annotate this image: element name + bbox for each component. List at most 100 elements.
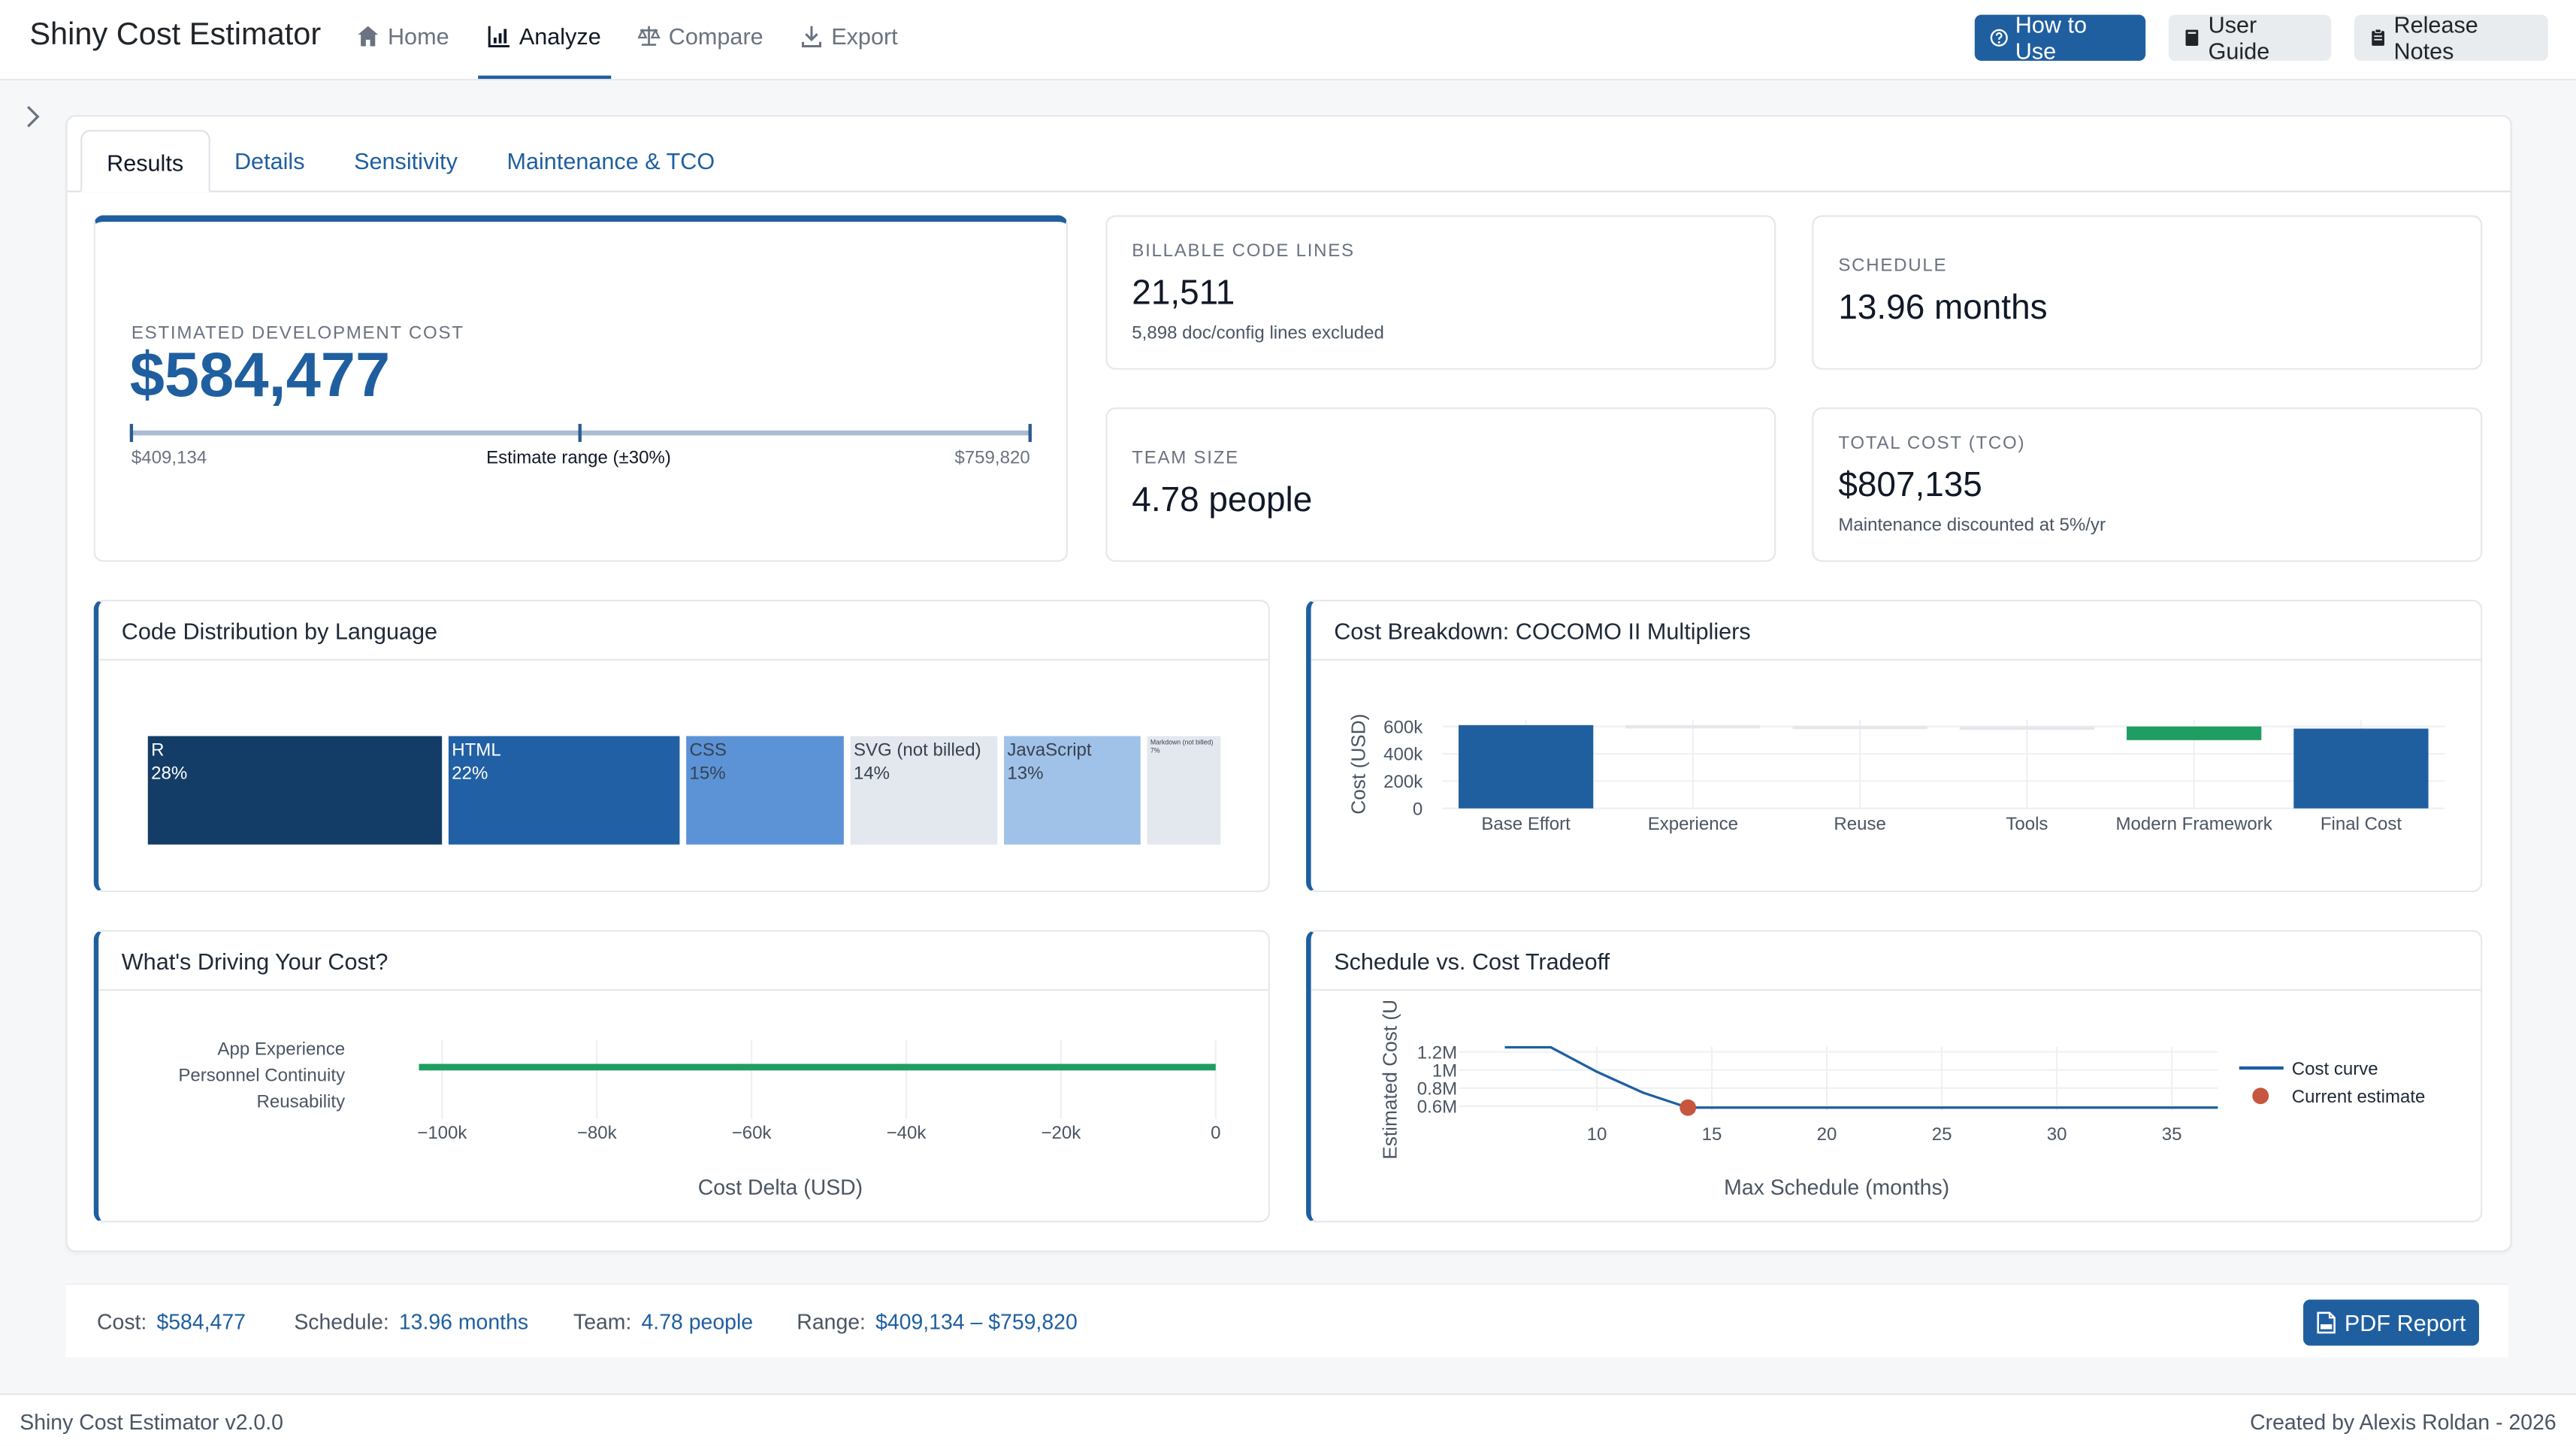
tco-note: Maintenance discounted at 5%/yr [1838, 516, 2106, 536]
nav-analyze-label: Analyze [519, 23, 601, 50]
team-size-card: TEAM SIZE 4.78 people [1105, 407, 1776, 562]
results-card: Results Details Sensitivity Maintenance … [65, 115, 2512, 1252]
treemap-cell-4 [1004, 736, 1141, 845]
y-tick-label: Reusability [257, 1091, 346, 1112]
x-tick-label: −40k [887, 1123, 927, 1143]
nav-export[interactable]: Export [800, 23, 898, 50]
y-tick-label: 1.2M [1417, 1042, 1457, 1063]
schedule-value: 13.96 months [1838, 289, 2048, 328]
nav-home[interactable]: Home [356, 23, 449, 50]
estimate-range-bar [129, 424, 1032, 443]
summary-range-value: $409,134 – $759,820 [875, 1309, 1078, 1335]
summary-cost: Cost: $584,477 [97, 1309, 246, 1334]
nav-analyze[interactable]: Analyze [478, 23, 611, 79]
treemap-percent: 28% [151, 763, 187, 783]
code-lines-value: 21,511 [1132, 274, 1235, 313]
code-lines-label: BILLABLE CODE LINES [1132, 241, 1355, 262]
download-icon [801, 26, 821, 48]
summary-schedule-value: 13.96 months [398, 1309, 529, 1335]
waterfall-bar-1 [1625, 725, 1761, 729]
nav-export-label: Export [831, 23, 898, 50]
pdf-report-button[interactable]: PDF Report [2303, 1299, 2479, 1346]
tabs-divider [67, 190, 2511, 192]
legend-label: Cost curve [2292, 1059, 2378, 1079]
x-tick-label: 0 [1211, 1123, 1220, 1143]
y-tick-label: 0.8M [1417, 1078, 1457, 1099]
navbar: Shiny Cost Estimator Home Analyze Compar… [0, 0, 2576, 81]
y-tick-label: App Experience [217, 1039, 345, 1060]
x-tick-label: −80k [577, 1123, 618, 1143]
treemap-percent: 13% [1007, 763, 1043, 783]
range-high-value: $759,820 [954, 448, 1030, 469]
x-tick-label: 15 [1702, 1124, 1722, 1145]
tab-sensitivity[interactable]: Sensitivity [354, 147, 458, 174]
driver-bar [419, 1063, 1216, 1071]
app-title[interactable]: Shiny Cost Estimator [29, 18, 322, 53]
footer-credit: Created by Alexis Roldan - 2026 [2250, 1409, 2556, 1435]
summary-schedule: Schedule: 13.96 months [294, 1309, 528, 1334]
x-axis-label: Cost Delta (USD) [698, 1175, 863, 1199]
user-guide-label: User Guide [2208, 11, 2270, 65]
summary-team-value: 4.78 people [641, 1309, 754, 1335]
cost-drivers-chart: −100k −80k −60k −40k −20k 0 App Experience Pers… [178, 1039, 1220, 1200]
user-guide-button[interactable]: User Guide [2168, 11, 2332, 64]
summary-range-label: Range: [797, 1309, 866, 1335]
treemap-label: Markdown (not billed) [1150, 738, 1214, 746]
treemap-cell-2 [686, 736, 844, 845]
x-tick-label: 10 [1587, 1124, 1607, 1145]
treemap-label: HTML [452, 740, 500, 761]
y-tick-label: Personnel Continuity [178, 1066, 345, 1086]
tab-results[interactable]: Results [80, 129, 210, 192]
nav-compare-label: Compare [668, 23, 763, 50]
treemap-label: R [151, 740, 164, 761]
book-icon [2185, 29, 2199, 46]
y-tick-label: 0 [1413, 799, 1423, 819]
waterfall-bar-5 [2293, 728, 2429, 809]
treemap-percent: 14% [854, 763, 890, 783]
range-label: Estimate range (±30%) [486, 448, 671, 469]
tab-details[interactable]: Details [234, 147, 305, 174]
y-tick-label: 0.6M [1417, 1097, 1457, 1118]
panel-divider [1311, 658, 2481, 661]
chevron-right-icon[interactable] [20, 104, 46, 130]
x-tick-label: Modern Framework [2116, 814, 2273, 834]
release-notes-label: Release Notes [2393, 11, 2478, 65]
tab-maintenance-tco[interactable]: Maintenance & TCO [506, 147, 715, 174]
panel-divider [1311, 989, 2481, 991]
nav-compare[interactable]: Compare [637, 23, 763, 50]
schedule-tradeoff-panel: Schedule vs. Cost Tradeoff 10 15 20 25 30 35 0… [1306, 930, 2483, 1223]
treemap-percent: 22% [452, 763, 488, 783]
chart-line-icon [488, 26, 509, 48]
x-axis-label: Max Schedule (months) [1724, 1175, 1949, 1199]
x-tick-label: 35 [2162, 1124, 2182, 1145]
y-tick-label: 600k [1383, 717, 1423, 737]
summary-team-label: Team: [573, 1309, 632, 1335]
tab-bar: Results Details Sensitivity Maintenance … [80, 129, 739, 192]
code-lines-note: 5,898 doc/config lines excluded [1132, 323, 1384, 343]
y-tick-label: 200k [1383, 772, 1423, 792]
y-axis-label: Estimated Cost (U [1378, 1000, 1401, 1160]
nav-home-label: Home [387, 23, 449, 50]
treemap-label: SVG (not billed) [854, 740, 981, 761]
release-notes-button[interactable]: Release Notes [2354, 11, 2548, 64]
legend-marker-swatch [2252, 1088, 2269, 1105]
waterfall-bar-4 [2127, 726, 2262, 740]
x-tick-label: Tools [2006, 814, 2048, 834]
code-distribution-title: Code Distribution by Language [121, 618, 438, 644]
summary-cost-value: $584,477 [156, 1309, 246, 1335]
tco-value: $807,135 [1838, 466, 1982, 505]
cost-drivers-title: What's Driving Your Cost? [121, 948, 389, 975]
how-to-use-button[interactable]: How to Use [1974, 11, 2146, 64]
cost-breakdown-title: Cost Breakdown: COCOMO II Multipliers [1334, 618, 1751, 644]
range-mid-tick [578, 424, 582, 443]
tco-label: TOTAL COST (TCO) [1838, 434, 2026, 454]
range-low-value: $409,134 [131, 448, 207, 469]
summary-range: Range: $409,134 – $759,820 [797, 1309, 1077, 1334]
cost-drivers-panel: What's Driving Your Cost? −100k −80k −60k −… [93, 930, 1270, 1223]
estimated-cost-label: ESTIMATED DEVELOPMENT COST [131, 323, 464, 343]
code-lines-card: BILLABLE CODE LINES 21,511 5,898 doc/con… [1105, 215, 1776, 370]
x-tick-label: Final Cost [2321, 814, 2402, 834]
range-high-tick [1028, 424, 1032, 443]
